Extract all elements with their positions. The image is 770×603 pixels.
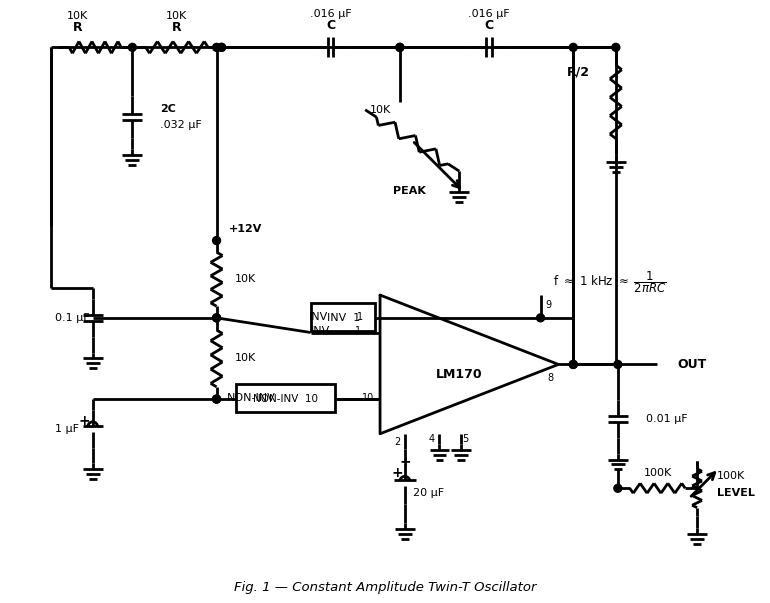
Text: 2: 2 xyxy=(393,437,400,447)
Text: 4: 4 xyxy=(428,434,434,444)
Text: 100K: 100K xyxy=(717,472,745,481)
Text: R/2: R/2 xyxy=(567,66,590,78)
Text: .016 μF: .016 μF xyxy=(468,8,510,19)
Circle shape xyxy=(569,361,578,368)
Circle shape xyxy=(537,314,544,322)
Text: OUT: OUT xyxy=(678,358,707,371)
Text: LEVEL: LEVEL xyxy=(717,488,755,498)
Text: 1: 1 xyxy=(355,326,361,335)
Circle shape xyxy=(396,43,403,51)
Text: 1: 1 xyxy=(357,312,363,322)
Text: +: + xyxy=(399,455,410,469)
Circle shape xyxy=(129,43,136,51)
Text: NON-INV  10: NON-INV 10 xyxy=(253,394,319,404)
Text: 1 μF: 1 μF xyxy=(55,424,79,434)
Text: R: R xyxy=(73,21,82,34)
Text: C: C xyxy=(484,19,494,32)
Text: 2C: 2C xyxy=(160,104,176,114)
Text: INV: INV xyxy=(311,326,330,335)
Text: .032 μF: .032 μF xyxy=(160,119,202,130)
Bar xyxy=(236,384,336,412)
Text: 10K: 10K xyxy=(166,11,188,21)
Text: NON-INV: NON-INV xyxy=(227,393,276,403)
Circle shape xyxy=(569,361,578,368)
Text: 20 μF: 20 μF xyxy=(413,488,444,498)
Text: 5: 5 xyxy=(462,434,468,444)
Text: 100K: 100K xyxy=(644,469,671,478)
Text: .016 μF: .016 μF xyxy=(310,8,351,19)
Text: R: R xyxy=(172,21,182,34)
Circle shape xyxy=(213,236,220,245)
Text: 9: 9 xyxy=(545,300,551,310)
Text: 0.1 μF: 0.1 μF xyxy=(55,313,89,323)
Text: 0.01 μF: 0.01 μF xyxy=(645,414,687,424)
Circle shape xyxy=(396,43,403,51)
Text: INV: INV xyxy=(310,312,329,322)
Text: 10K: 10K xyxy=(370,105,390,115)
Text: +12V: +12V xyxy=(229,224,262,234)
Circle shape xyxy=(612,43,620,51)
Text: 8: 8 xyxy=(547,373,554,384)
Text: PEAK: PEAK xyxy=(393,186,427,196)
Circle shape xyxy=(213,314,220,322)
Text: LM170: LM170 xyxy=(436,368,483,381)
Text: 10K: 10K xyxy=(234,274,256,284)
Text: 10K: 10K xyxy=(67,11,89,21)
Circle shape xyxy=(569,43,578,51)
Circle shape xyxy=(218,43,226,51)
Circle shape xyxy=(213,395,220,403)
Text: f $\approx$ 1 kHz $\approx$ $\dfrac{1}{2\pi RC}$: f $\approx$ 1 kHz $\approx$ $\dfrac{1}{2… xyxy=(554,270,668,295)
Text: +: + xyxy=(79,414,91,428)
Circle shape xyxy=(213,43,220,51)
Circle shape xyxy=(213,314,220,322)
Circle shape xyxy=(614,361,622,368)
Circle shape xyxy=(213,395,220,403)
Text: 10: 10 xyxy=(362,393,374,403)
Bar xyxy=(310,303,375,330)
Text: C: C xyxy=(326,19,335,32)
Text: 10K: 10K xyxy=(234,353,256,364)
Circle shape xyxy=(614,484,622,492)
Text: +: + xyxy=(391,466,403,481)
Text: INV  1: INV 1 xyxy=(326,313,360,323)
Circle shape xyxy=(218,43,226,51)
Text: Fig. 1 — Constant Amplitude Twin-T Oscillator: Fig. 1 — Constant Amplitude Twin-T Oscil… xyxy=(234,581,536,594)
